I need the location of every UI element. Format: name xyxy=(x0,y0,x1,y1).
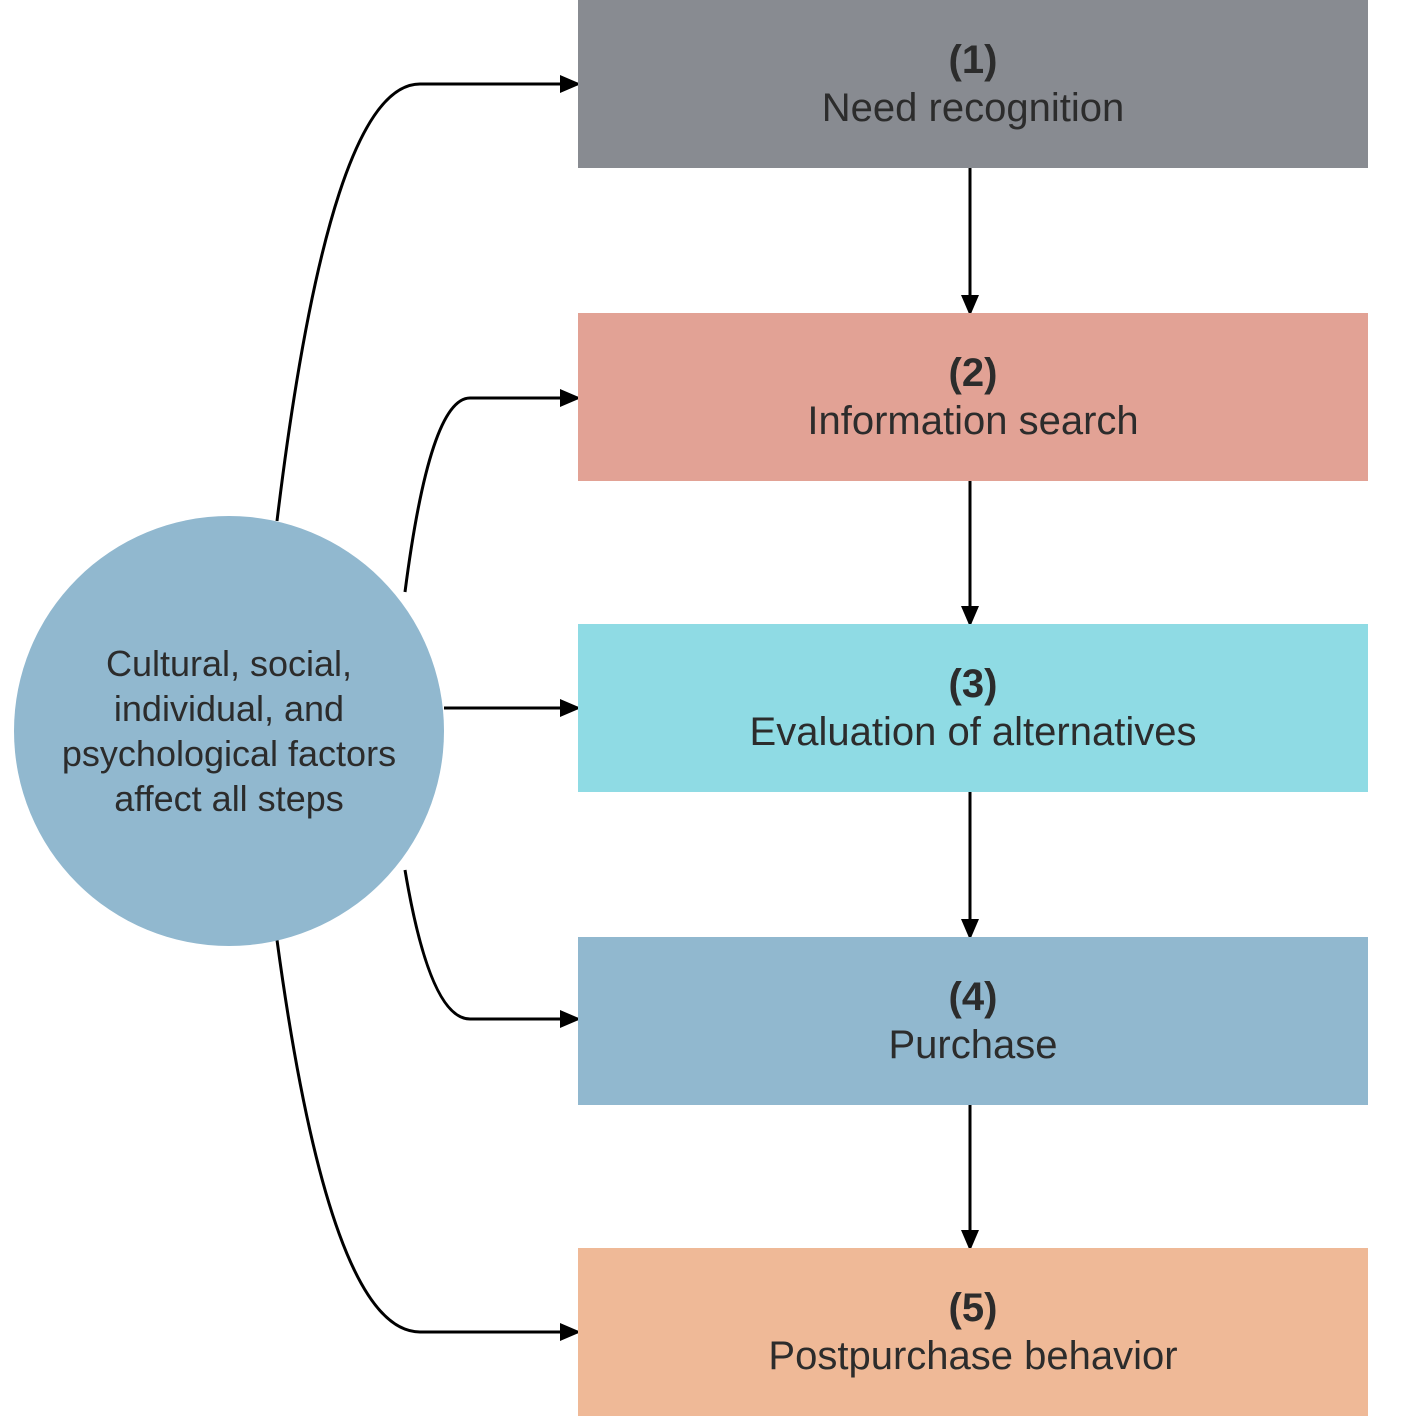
factors-circle: Cultural, social, individual, and psycho… xyxy=(14,516,444,946)
step-box-3: (3)Evaluation of alternatives xyxy=(578,624,1368,792)
step-label: Purchase xyxy=(889,1021,1058,1069)
step-label: Information search xyxy=(807,397,1138,445)
factors-circle-text: Cultural, social, individual, and psycho… xyxy=(14,641,444,821)
step-label: Postpurchase behavior xyxy=(768,1332,1177,1380)
step-number: (2) xyxy=(949,349,998,397)
step-box-1: (1)Need recognition xyxy=(578,0,1368,168)
step-label: Need recognition xyxy=(822,84,1124,132)
diagram-canvas: Cultural, social, individual, and psycho… xyxy=(0,0,1417,1416)
step-number: (4) xyxy=(949,973,998,1021)
step-number: (5) xyxy=(949,1284,998,1332)
step-box-2: (2)Information search xyxy=(578,313,1368,481)
step-box-4: (4)Purchase xyxy=(578,937,1368,1105)
step-number: (3) xyxy=(949,660,998,708)
step-label: Evaluation of alternatives xyxy=(750,708,1197,756)
step-number: (1) xyxy=(949,36,998,84)
branch-arrow xyxy=(277,84,578,521)
branch-arrow xyxy=(405,870,578,1019)
branch-arrow xyxy=(405,398,578,592)
branch-arrow xyxy=(277,940,578,1332)
step-box-5: (5)Postpurchase behavior xyxy=(578,1248,1368,1416)
